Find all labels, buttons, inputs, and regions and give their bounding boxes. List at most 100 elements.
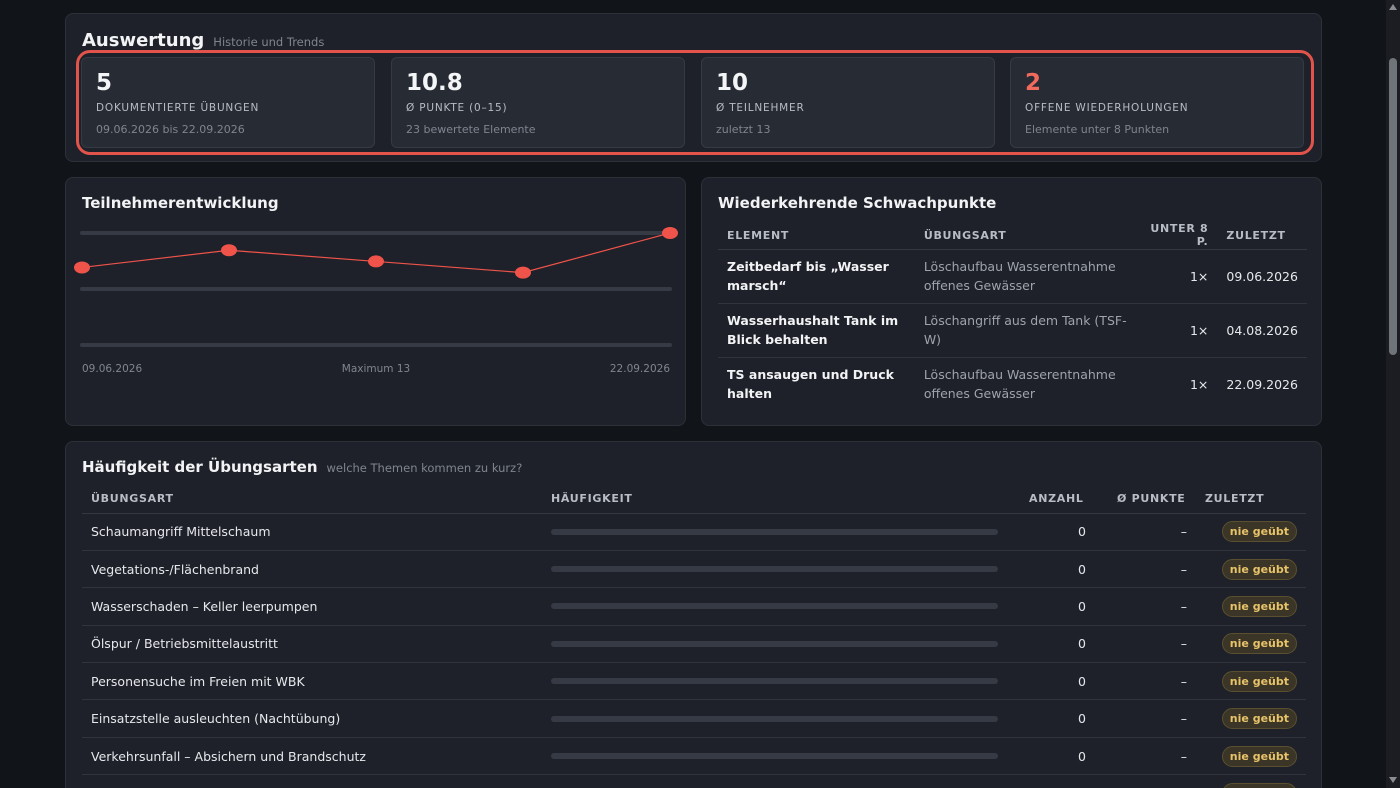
summary-header: Auswertung Historie und Trends [82, 30, 324, 51]
table-row[interactable]: Personensuche im Freien mit WBK 0– nie geü… [82, 662, 1306, 701]
x-label-end: 22.09.2026 [610, 363, 670, 375]
stat-card-exercises: 5 DOKUMENTIERTE ÜBUNGEN 09.06.2026 bis 2… [81, 57, 375, 148]
stat-sub: 09.06.2026 bis 22.09.2026 [96, 123, 245, 136]
table-row[interactable]: Wasserhaushalt Tank im Blick behalten Lö… [718, 303, 1307, 358]
data-point[interactable] [368, 255, 384, 268]
stat-card-participants: 10 Ø TEILNEHMER zuletzt 13 [701, 57, 995, 148]
cell-last: nie geübt [1196, 774, 1306, 788]
cell-type: Schaumangriff Mittelschaum [82, 513, 542, 551]
weakpoints-table: ELEMENT ÜBUNGSART UNTER 8 P. ZULETZT Zei… [718, 222, 1307, 411]
cell-last: nie geübt [1196, 550, 1306, 589]
cell-type: Löschaufbau Wasserentnahme offenes Gewäs… [923, 367, 1116, 402]
table-header-row: ÜBUNGSART HÄUFIGKEIT ANZAHL Ø PUNKTE ZUL… [82, 484, 1306, 514]
cell-type [82, 774, 542, 788]
stat-label: DOKUMENTIERTE ÜBUNGEN [96, 102, 260, 114]
table-row[interactable]: Verkehrsunfall – Absichern und Brandschu… [82, 737, 1306, 776]
trend-panel: Teilnehmerentwicklung 09.06.2026 Maximum… [65, 177, 686, 426]
cell-last: nie geübt [1196, 699, 1306, 738]
never-practiced-badge: nie geübt [1221, 670, 1297, 692]
frequency-header: Häufigkeit der Übungsarten welche Themen… [82, 458, 522, 476]
weakpoints-panel: Wiederkehrende Schwachpunkte ELEMENT ÜBU… [701, 177, 1322, 426]
trend-chart: 09.06.2026 Maximum 13 22.09.2026 [74, 227, 678, 375]
stat-value: 10 [716, 70, 749, 96]
table-row[interactable]: TS ansaugen und Druck halten Löschaufbau… [718, 357, 1307, 411]
cell-frequency [542, 699, 1007, 738]
scroll-up-arrow-icon[interactable] [1389, 4, 1397, 10]
cell-avg-points: – [1095, 587, 1196, 626]
stats-highlight-frame [76, 50, 1314, 155]
cell-count: 0 [1007, 550, 1095, 589]
never-practiced-badge: nie geübt [1221, 745, 1297, 767]
data-point[interactable] [74, 261, 90, 274]
frequency-table: ÜBUNGSART HÄUFIGKEIT ANZAHL Ø PUNKTE ZUL… [82, 484, 1306, 788]
scrollbar-thumb[interactable] [1389, 58, 1397, 355]
cell-last: nie geübt [1196, 513, 1306, 551]
table-row[interactable]: Vegetations-/Flächenbrand 0– nie geübt [82, 550, 1306, 589]
frequency-bar [551, 640, 998, 647]
cell-type: Löschangriff aus dem Tank (TSF-W) [914, 303, 1137, 358]
cell-element: Wasserhaushalt Tank im Blick behalten [718, 303, 915, 358]
x-label-max: Maximum 13 [342, 363, 410, 375]
cell-type: Einsatzstelle ausleuchten (Nachtübung) [82, 699, 542, 738]
table-header-row: ELEMENT ÜBUNGSART UNTER 8 P. ZULETZT [718, 222, 1307, 250]
col-element: ELEMENT [718, 222, 915, 250]
cell-last: nie geübt [1196, 737, 1306, 776]
never-practiced-badge: nie geübt [1221, 521, 1297, 543]
stat-value: 5 [96, 70, 113, 96]
cell-type: Vegetations-/Flächenbrand [82, 550, 542, 589]
cell-element: TS ansaugen und Druck halten [727, 367, 894, 402]
stat-sub: zuletzt 13 [716, 123, 771, 136]
cell-count: 1× [1189, 376, 1209, 392]
never-practiced-badge: nie geübt [1221, 782, 1297, 788]
data-point[interactable] [515, 266, 531, 279]
cell-count: 0 [1007, 625, 1095, 664]
weakpoints-title: Wiederkehrende Schwachpunkte [718, 194, 997, 212]
scroll-down-arrow-icon[interactable] [1389, 777, 1397, 783]
table-row[interactable]: Zeitbedarf bis „Wasser marsch“ Löschaufb… [718, 249, 1307, 304]
data-point[interactable] [221, 244, 237, 257]
never-practiced-badge: nie geübt [1221, 633, 1297, 655]
cell-frequency [542, 513, 1007, 551]
cell-element: Zeitbedarf bis „Wasser marsch“ [718, 249, 915, 304]
stat-value: 10.8 [406, 70, 463, 96]
trend-title: Teilnehmerentwicklung [82, 194, 279, 212]
cell-type: Verkehrsunfall – Absichern und Brandschu… [82, 737, 542, 776]
cell-avg-points: – [1095, 699, 1196, 738]
x-label-start: 09.06.2026 [82, 363, 142, 375]
data-point[interactable] [662, 227, 678, 239]
cell-avg-points: – [1095, 662, 1196, 701]
col-frequency: HÄUFIGKEIT [542, 484, 1007, 514]
table-row[interactable]: Schaumangriff Mittelschaum 0– nie geübt [82, 513, 1306, 551]
cell-type: Ölspur / Betriebsmittelaustritt [82, 625, 542, 664]
frequency-bar [551, 715, 998, 722]
cell-frequency [542, 587, 1007, 626]
cell-frequency [542, 550, 1007, 589]
cell-last: nie geübt [1196, 625, 1306, 664]
cell-type: Löschaufbau Wasserentnahme offenes Gewäs… [914, 249, 1137, 304]
col-last: ZULETZT [1196, 484, 1306, 514]
frequency-bar [551, 753, 998, 760]
cell-avg-points: – [1095, 550, 1196, 589]
table-row[interactable]: Wasserschaden – Keller leerpumpen 0– nie g… [82, 587, 1306, 626]
frequency-bar [551, 603, 998, 610]
cell-date: 22.09.2026 [1226, 376, 1298, 392]
frequency-bar [551, 678, 998, 685]
page-scrollbar[interactable] [1386, 0, 1400, 788]
series-points [74, 227, 678, 279]
table-row[interactable]: nie geübt [82, 774, 1306, 788]
stat-label: Ø PUNKTE (0–15) [406, 102, 508, 114]
col-last: ZULETZT [1217, 222, 1307, 250]
cell-date: 09.06.2026 [1217, 249, 1307, 304]
table-row[interactable]: Ölspur / Betriebsmittelaustritt 0– nie geü… [82, 625, 1306, 664]
stat-card-points: 10.8 Ø PUNKTE (0–15) 23 bewertete Elemen… [391, 57, 685, 148]
cell-frequency [542, 662, 1007, 701]
frequency-bar [551, 528, 998, 535]
cell-count: 0 [1007, 587, 1095, 626]
never-practiced-badge: nie geübt [1221, 708, 1297, 730]
never-practiced-badge: nie geübt [1221, 558, 1297, 580]
frequency-bar [551, 566, 998, 573]
stat-label: OFFENE WIEDERHOLUNGEN [1025, 102, 1189, 114]
stat-value: 2 [1025, 70, 1042, 96]
stat-sub: Elemente unter 8 Punkten [1025, 123, 1170, 136]
table-row[interactable]: Einsatzstelle ausleuchten (Nachtübung) 0–… [82, 699, 1306, 738]
